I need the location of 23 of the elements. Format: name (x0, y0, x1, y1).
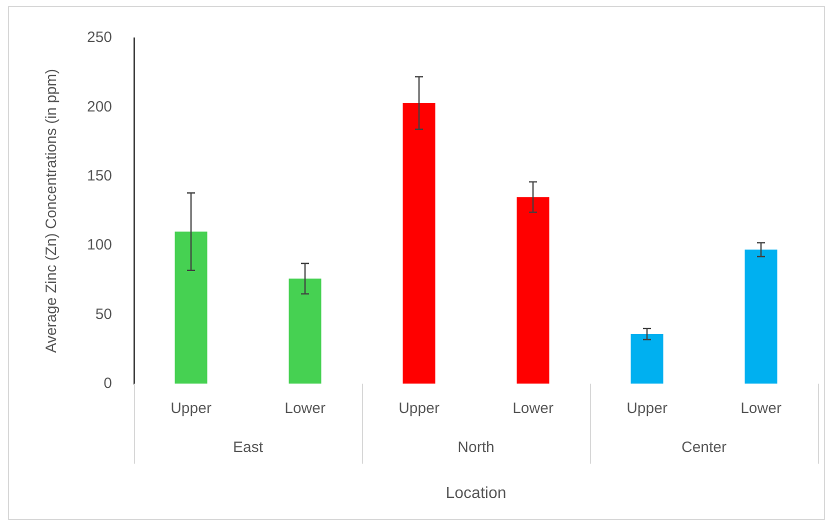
y-tick-label: 100 (86, 236, 112, 254)
bar (744, 250, 778, 384)
y-tick-label: 200 (86, 98, 112, 116)
y-tick-label: 0 (104, 374, 112, 392)
x-tick-label: Lower (284, 400, 326, 417)
x-tick-label: Lower (512, 400, 554, 417)
bar (174, 232, 208, 384)
y-tick-label: 250 (86, 29, 112, 46)
text: Center (681, 438, 727, 456)
y-axis-title: Average Zinc (Zn) Concentrations (in ppm) (43, 68, 60, 353)
text: East (233, 438, 264, 456)
x-tick-label: Lower (740, 400, 782, 417)
x-tick-label: Upper (170, 400, 212, 417)
x-tick-label: Upper (626, 400, 668, 417)
y-tick-label: 150 (86, 167, 112, 184)
bar (516, 197, 550, 384)
x-axis-title: Location (446, 484, 506, 502)
bar (402, 103, 436, 384)
x-tick-label: Upper (398, 400, 440, 417)
y-tick-label: 50 (95, 306, 112, 323)
bar (630, 334, 664, 384)
text: North (458, 438, 494, 456)
bar (288, 278, 322, 384)
